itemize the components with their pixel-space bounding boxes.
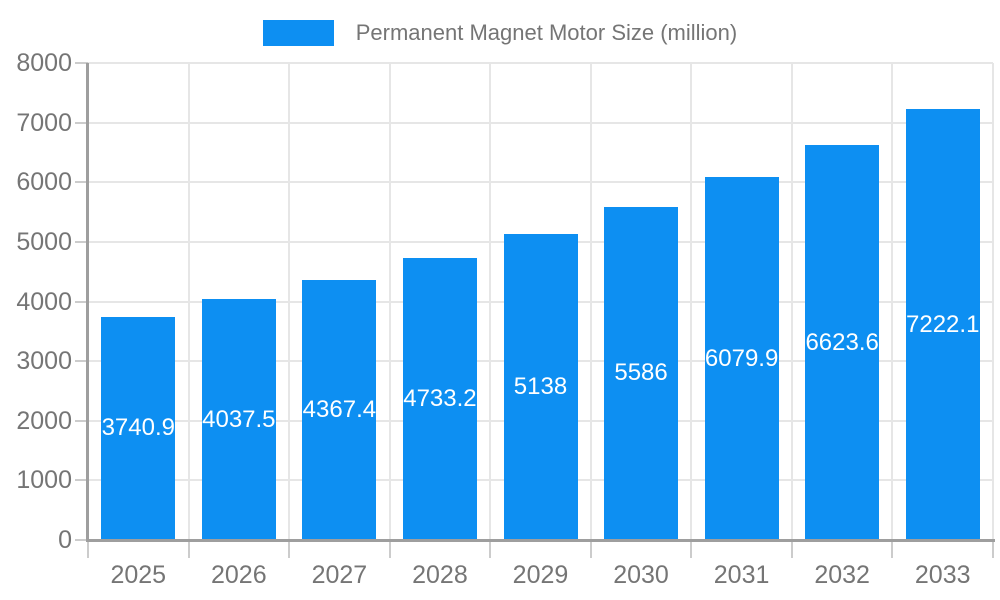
legend-item[interactable]: Permanent Magnet Motor Size (million) — [0, 20, 1000, 46]
y-gridline — [88, 62, 993, 64]
x-gridline — [288, 63, 291, 540]
x-axis-tick — [288, 540, 291, 558]
y-axis-label: 5000 — [16, 227, 72, 256]
x-axis-label: 2032 — [814, 561, 870, 589]
y-axis-line — [86, 63, 89, 542]
bar[interactable] — [302, 279, 377, 540]
y-axis-tick — [75, 539, 88, 541]
x-axis-tick — [891, 540, 894, 558]
bar[interactable] — [402, 257, 477, 540]
y-axis-tick — [75, 300, 88, 303]
x-axis-label: 2027 — [311, 561, 368, 589]
x-axis-tick — [992, 540, 994, 558]
x-axis-label: 2031 — [713, 561, 770, 589]
x-axis-tick — [388, 540, 391, 558]
x-gridline — [992, 63, 994, 540]
x-gridline — [690, 63, 693, 540]
x-axis-tick — [790, 540, 793, 558]
bar[interactable] — [704, 177, 779, 540]
x-axis-label: 2030 — [613, 561, 669, 589]
x-axis-tick — [489, 540, 492, 558]
bar[interactable] — [805, 145, 880, 540]
x-axis-tick — [690, 540, 693, 558]
legend-label: Permanent Magnet Motor Size (million) — [355, 20, 738, 45]
x-gridline — [388, 63, 391, 540]
x-axis-label: 2025 — [110, 561, 167, 589]
x-gridline — [790, 63, 793, 540]
y-axis-label: 1000 — [16, 466, 72, 495]
y-axis-label: 8000 — [16, 49, 72, 77]
x-axis-tick — [87, 540, 89, 558]
y-axis-tick — [75, 360, 88, 363]
y-gridline — [88, 121, 993, 124]
x-axis-tick — [589, 540, 592, 558]
x-axis-tick — [187, 540, 190, 558]
x-gridline — [891, 63, 894, 540]
x-axis-label: 2029 — [512, 561, 569, 589]
x-gridline — [589, 63, 592, 540]
y-axis-label: 7000 — [16, 108, 72, 137]
bar[interactable] — [101, 316, 176, 540]
x-axis-label: 2033 — [914, 561, 971, 589]
legend-swatch-icon — [262, 20, 334, 46]
y-axis-label: 0 — [58, 526, 72, 554]
y-axis-tick — [75, 62, 88, 64]
x-axis-label: 2026 — [211, 561, 267, 589]
bar[interactable] — [905, 109, 980, 540]
y-axis-label: 2000 — [16, 406, 72, 435]
x-gridline — [489, 63, 492, 540]
bar[interactable] — [503, 233, 578, 540]
y-axis-tick — [75, 121, 88, 124]
y-axis-label: 4000 — [16, 287, 72, 316]
y-axis-tick — [75, 419, 88, 422]
bar[interactable] — [604, 206, 679, 540]
y-axis-label: 6000 — [16, 168, 72, 197]
x-gridline — [187, 63, 190, 540]
x-axis-label: 2028 — [412, 561, 468, 589]
y-axis-tick — [75, 240, 88, 243]
bar[interactable] — [201, 299, 276, 540]
y-axis-tick — [75, 479, 88, 482]
y-axis-label: 3000 — [16, 347, 72, 376]
y-axis-tick — [75, 181, 88, 184]
